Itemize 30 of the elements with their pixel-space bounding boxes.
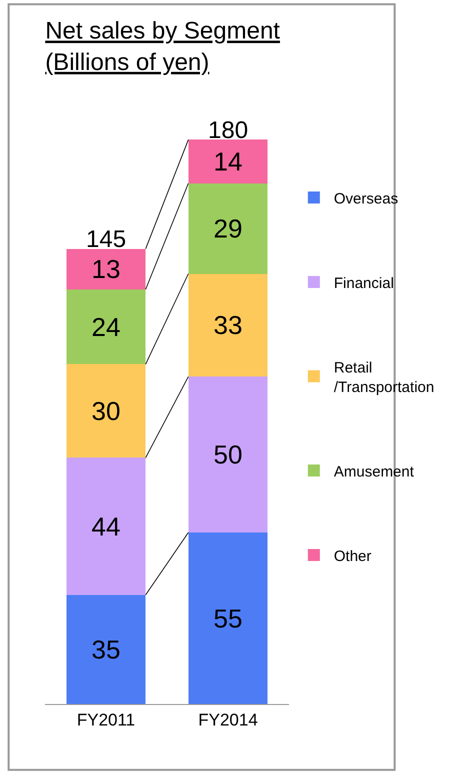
data-label: 29 <box>214 214 242 244</box>
data-label: 14 <box>214 146 242 177</box>
bar <box>66 594 146 704</box>
total-label: 145 <box>86 226 126 253</box>
data-label: 30 <box>92 396 120 426</box>
x-tick-label: FY2011 <box>76 710 136 730</box>
bar <box>188 183 268 274</box>
data-label: 35 <box>92 634 120 664</box>
legend-label: Amusement <box>334 463 415 480</box>
chart-title: Net sales by Segment (Billions of yen) <box>45 18 280 76</box>
data-label: 55 <box>214 603 242 634</box>
legend-label: Retail /Transportation <box>334 359 434 396</box>
bar <box>66 364 146 458</box>
data-label: 50 <box>214 440 242 470</box>
legend-label: Financial <box>334 274 394 292</box>
data-label: 44 <box>92 511 120 542</box>
bar <box>188 532 268 704</box>
legend-label: Overseas <box>334 190 398 208</box>
data-label: 13 <box>92 254 120 284</box>
total-label: 180 <box>208 117 248 144</box>
bar <box>66 248 146 290</box>
bar <box>188 274 268 377</box>
legend-label: Other <box>334 548 372 565</box>
bar <box>66 289 146 364</box>
data-label: 33 <box>214 310 242 340</box>
bar <box>188 140 268 184</box>
bar <box>66 458 146 595</box>
bar <box>188 376 268 533</box>
data-label: 24 <box>92 312 120 342</box>
x-tick-label: FY2014 <box>198 710 258 730</box>
